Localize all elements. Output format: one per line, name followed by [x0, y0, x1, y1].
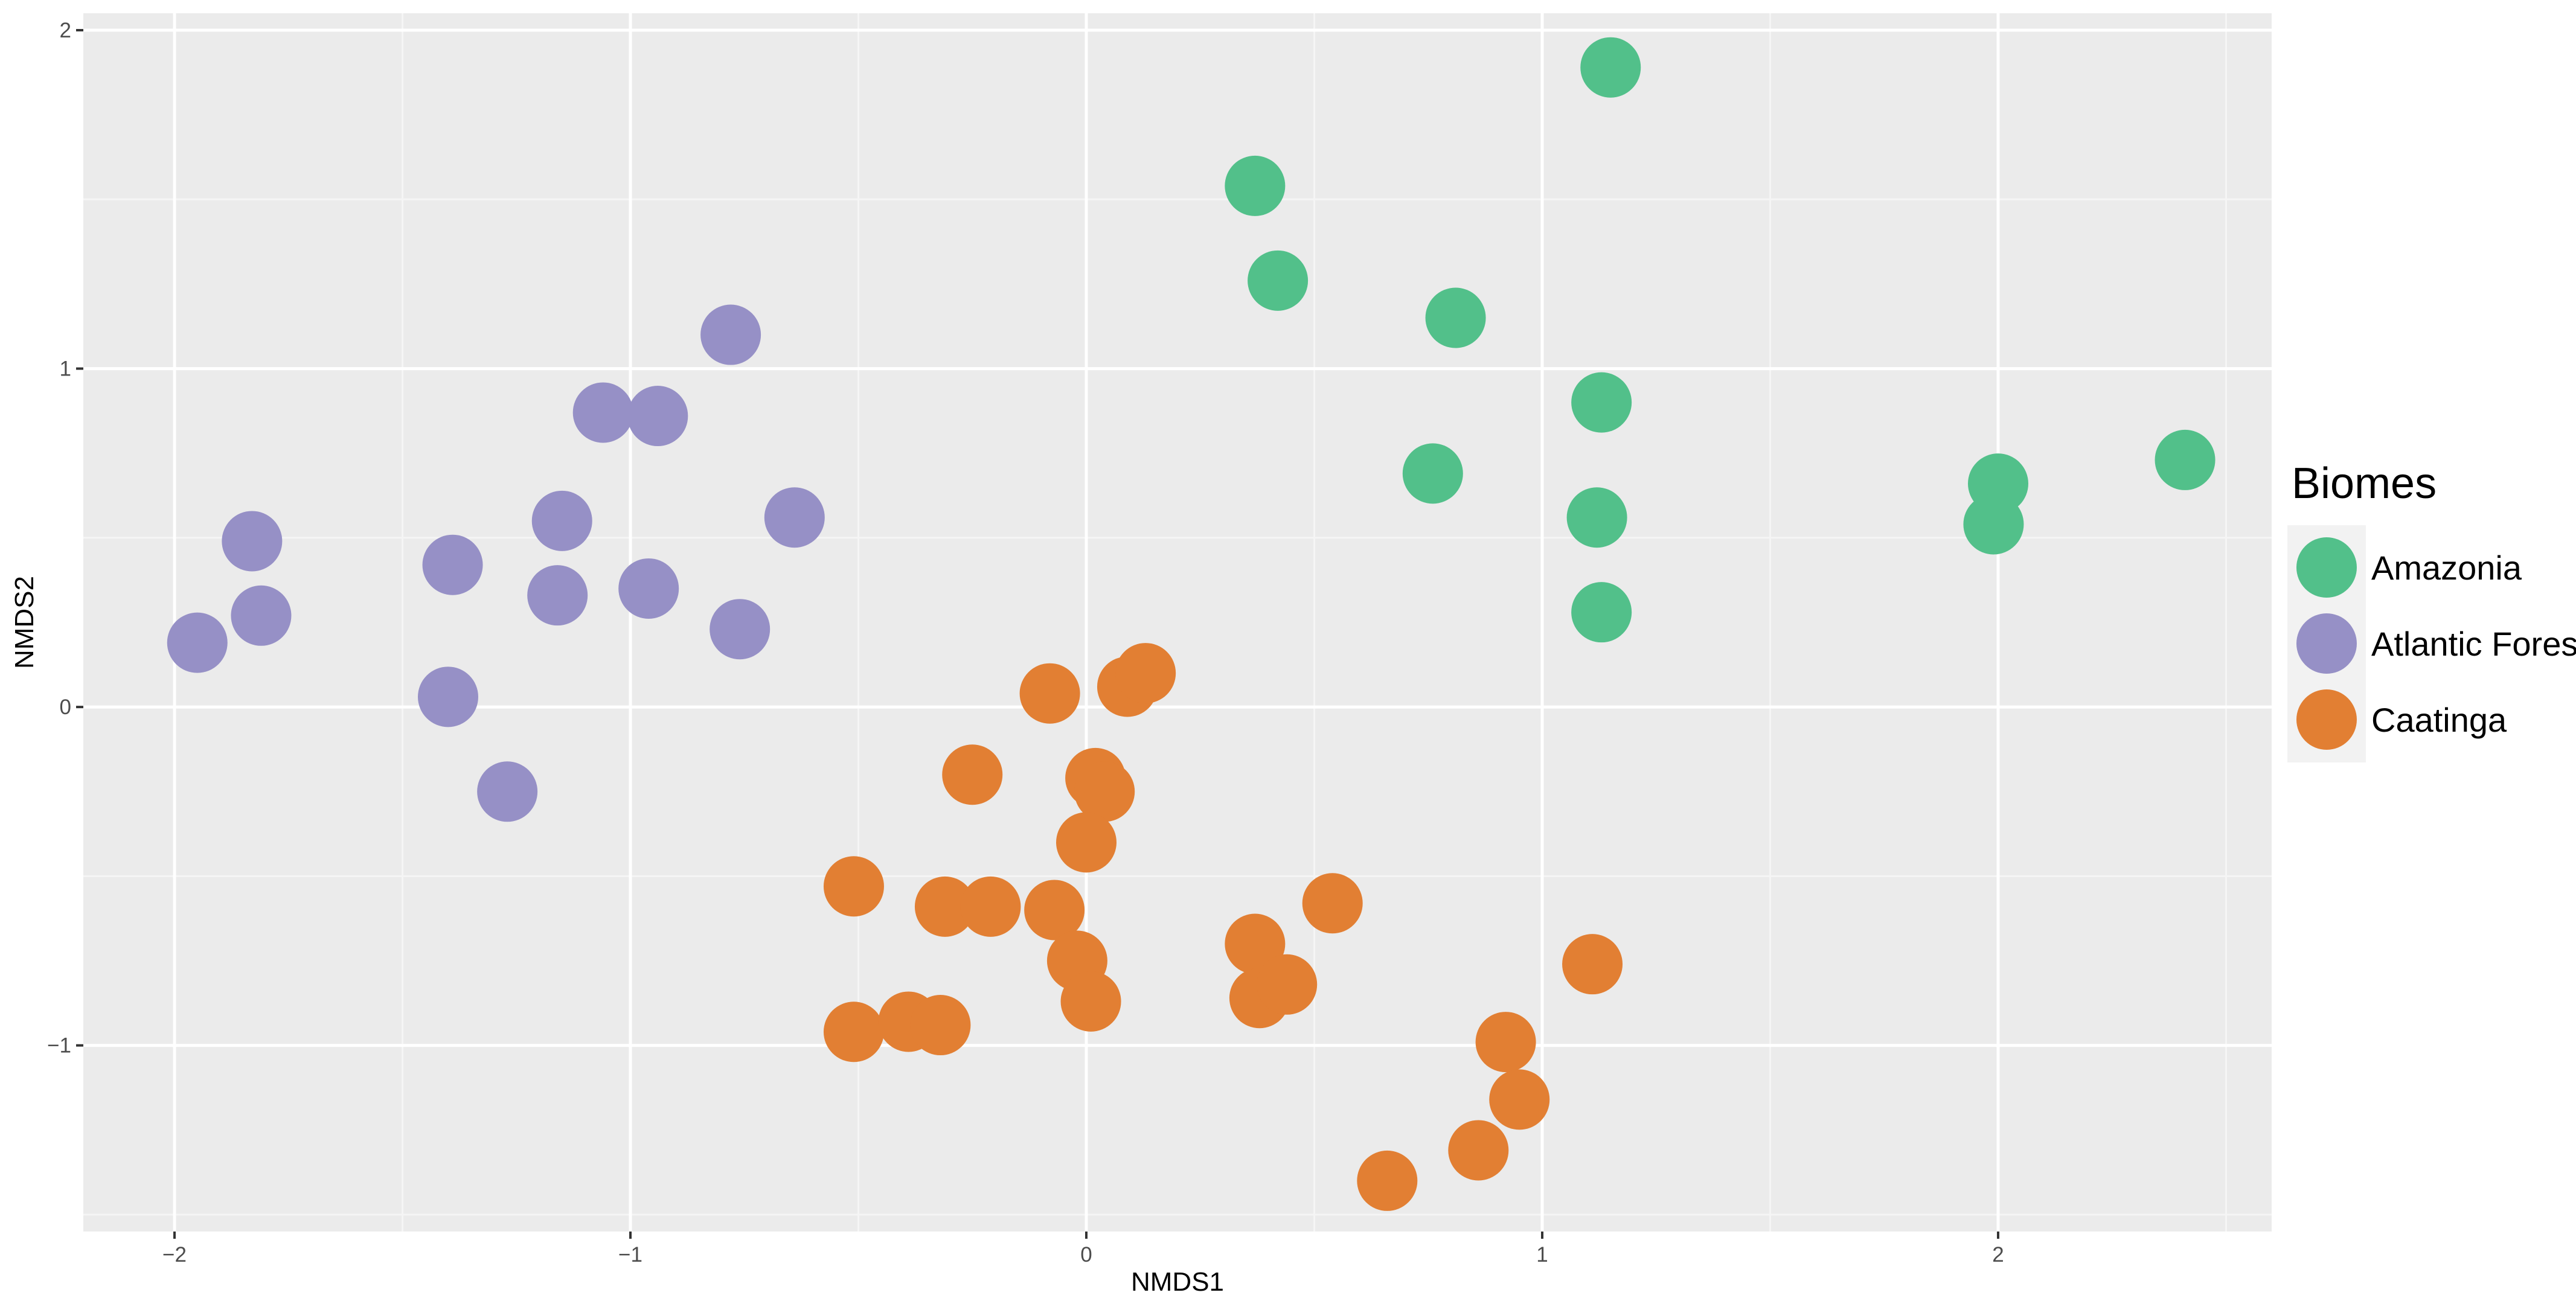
x-axis-ticks: −2 −1 0 1 2 [162, 1232, 2004, 1267]
point-caatinga [910, 995, 971, 1056]
point-atlantic-forest [477, 761, 538, 822]
point-amazonia [1571, 582, 1632, 643]
point-amazonia [1580, 37, 1641, 98]
plot-panel [83, 13, 2272, 1232]
point-atlantic-forest [527, 565, 588, 626]
legend-label-amazonia: Amazonia [2371, 549, 2522, 587]
legend-key-atlantic-forest [2296, 613, 2357, 674]
point-caatinga [1056, 812, 1117, 873]
point-amazonia [2155, 429, 2216, 490]
y-tick-label: 1 [60, 357, 71, 381]
legend-label-caatinga: Caatinga [2371, 701, 2507, 739]
point-caatinga [1489, 1069, 1550, 1130]
point-caatinga [1019, 663, 1080, 724]
point-caatinga [823, 1002, 884, 1062]
point-amazonia [1248, 250, 1309, 311]
point-caatinga [1225, 913, 1286, 974]
point-caatinga [1074, 761, 1135, 822]
point-caatinga [942, 744, 1003, 805]
legend-key-caatinga [2296, 689, 2357, 750]
legend-label-atlantic-forest: Atlantic Forest [2371, 625, 2576, 663]
point-caatinga [914, 876, 975, 937]
point-caatinga [1115, 643, 1176, 704]
point-atlantic-forest [572, 382, 633, 443]
point-amazonia [1402, 443, 1463, 504]
point-caatinga [1475, 1012, 1536, 1073]
point-caatinga [1448, 1120, 1509, 1181]
data-points [167, 37, 2216, 1211]
point-atlantic-forest [618, 558, 679, 619]
y-tick-label: −1 [47, 1034, 71, 1058]
x-tick-label: 2 [1992, 1243, 2004, 1267]
point-atlantic-forest [710, 599, 771, 660]
x-tick-label: 0 [1080, 1243, 1092, 1267]
x-tick-label: −2 [162, 1243, 187, 1267]
legend-title: Biomes [2292, 459, 2437, 508]
major-gridlines [83, 13, 2272, 1232]
point-atlantic-forest [764, 487, 825, 548]
x-tick-label: −1 [618, 1243, 642, 1267]
point-caatinga [1024, 880, 1085, 941]
point-atlantic-forest [531, 490, 592, 551]
point-caatinga [1302, 873, 1363, 934]
point-atlantic-forest [627, 386, 688, 447]
y-tick-label: 2 [60, 19, 71, 42]
point-amazonia [1425, 287, 1486, 348]
legend: Biomes Amazonia Atlantic Forest Caatinga [2287, 459, 2576, 762]
point-caatinga [1562, 934, 1623, 995]
point-amazonia [1571, 372, 1632, 433]
point-amazonia [1963, 494, 2024, 555]
x-axis-title: NMDS1 [1131, 1267, 1224, 1297]
point-atlantic-forest [422, 534, 483, 595]
point-caatinga [823, 856, 884, 917]
point-atlantic-forest [167, 612, 228, 673]
point-caatinga [1060, 971, 1121, 1032]
point-caatinga [1357, 1150, 1418, 1211]
legend-key-amazonia [2296, 537, 2357, 598]
y-tick-label: 0 [60, 695, 71, 719]
y-axis-ticks: −1 0 1 2 [47, 19, 83, 1058]
point-atlantic-forest [418, 666, 478, 727]
minor-gridlines [83, 13, 2272, 1232]
point-amazonia [1566, 487, 1627, 548]
y-axis-title: NMDS2 [10, 576, 39, 669]
point-amazonia [1225, 155, 1286, 216]
x-tick-label: 1 [1536, 1243, 1548, 1267]
point-caatinga [960, 876, 1021, 937]
point-atlantic-forest [222, 511, 283, 572]
point-atlantic-forest [700, 304, 761, 365]
point-caatinga [1257, 954, 1318, 1015]
point-atlantic-forest [231, 585, 292, 646]
